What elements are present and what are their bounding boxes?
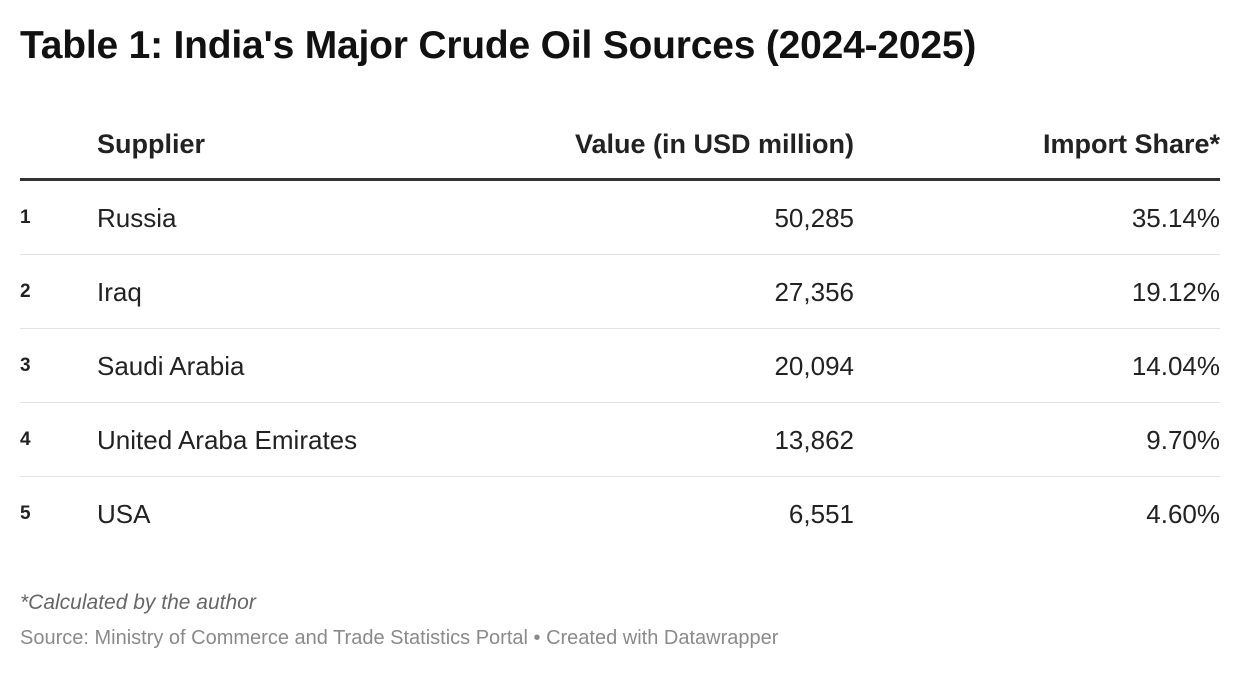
data-table: Supplier Value (in USD million) Import S… <box>20 120 1220 550</box>
row-supplier: Iraq <box>97 277 142 307</box>
table-row: 2 Iraq 27,356 19.12% <box>20 255 1220 329</box>
row-rank: 1 <box>20 207 31 228</box>
row-import-share: 35.14% <box>1131 203 1220 233</box>
header-supplier: Supplier <box>97 129 206 159</box>
header-import-share: Import Share* <box>1042 129 1220 159</box>
row-supplier: Saudi Arabia <box>97 351 245 381</box>
table-row: 3 Saudi Arabia 20,094 14.04% <box>20 329 1220 403</box>
table-footer: *Calculated by the author Source: Minist… <box>20 588 1220 652</box>
table-row: 5 USA 6,551 4.60% <box>20 477 1220 550</box>
row-value: 50,285 <box>774 203 854 233</box>
row-value: 13,862 <box>774 425 854 455</box>
row-rank: 3 <box>20 355 31 376</box>
row-supplier: USA <box>97 499 151 529</box>
row-rank: 4 <box>20 429 31 450</box>
row-supplier: United Araba Emirates <box>97 425 358 455</box>
row-import-share: 14.04% <box>1131 351 1220 381</box>
row-supplier: Russia <box>97 203 177 233</box>
row-value: 6,551 <box>788 499 854 529</box>
row-rank: 5 <box>20 503 31 524</box>
row-value: 20,094 <box>774 351 854 381</box>
row-value: 27,356 <box>774 277 854 307</box>
table-row: 1 Russia 50,285 35.14% <box>20 181 1220 255</box>
row-import-share: 4.60% <box>1146 499 1220 529</box>
header-value: Value (in USD million) <box>574 129 854 159</box>
row-import-share: 19.12% <box>1131 277 1220 307</box>
table-title: Table 1: India's Major Crude Oil Sources… <box>20 24 977 67</box>
footnote: *Calculated by the author <box>20 591 256 614</box>
table-row: 4 United Araba Emirates 13,862 9.70% <box>20 403 1220 477</box>
row-import-share: 9.70% <box>1146 425 1220 455</box>
source-line: Source: Ministry of Commerce and Trade S… <box>20 627 779 649</box>
row-rank: 2 <box>20 281 31 302</box>
datawrapper-table-page: Table 1: India's Major Crude Oil Sources… <box>20 18 1220 649</box>
table-header: Supplier Value (in USD million) Import S… <box>20 120 1220 181</box>
